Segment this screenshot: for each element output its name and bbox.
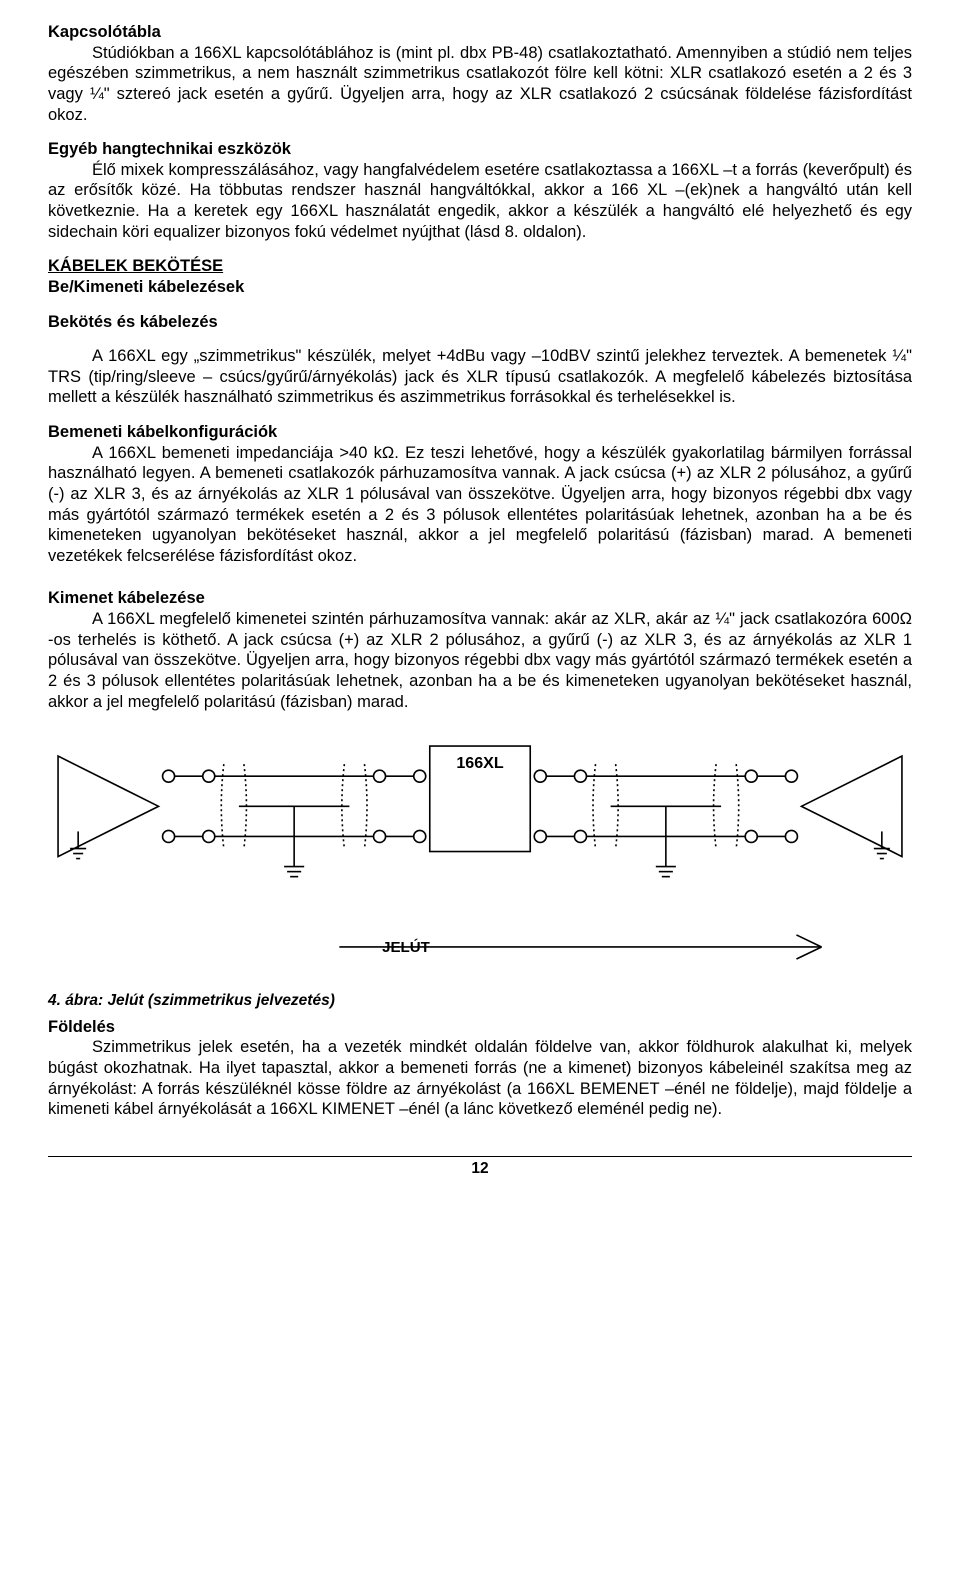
heading-kimenet: Kimenet kábelezése bbox=[48, 588, 912, 609]
footer-rule bbox=[48, 1156, 912, 1157]
heading-kabelek-bekotese: KÁBELEK BEKÖTÉSE bbox=[48, 256, 912, 277]
figure-signal-path: 166XL JELÚT 4. ábra: Jelút (szimmetrikus… bbox=[48, 736, 912, 1011]
spacer bbox=[48, 298, 912, 312]
para-bekotes: A 166XL egy „szimmetrikus" készülék, mel… bbox=[48, 346, 912, 408]
heading-kapcsolotabla: Kapcsolótábla bbox=[48, 22, 912, 43]
para-bemeneti-konfig: A 166XL bemeneti impedanciája >40 kΩ. Ez… bbox=[48, 443, 912, 567]
section-kapcsolotabla: Kapcsolótábla Stúdiókban a 166XL kapcsol… bbox=[48, 22, 912, 125]
figure-caption: 4. ábra: Jelút (szimmetrikus jelvezetés) bbox=[48, 991, 912, 1010]
section-kimenet: Kimenet kábelezése A 166XL megfelelő kim… bbox=[48, 588, 912, 712]
heading-bekotes: Bekötés és kábelezés bbox=[48, 312, 912, 333]
heading-bemeneti-konfig: Bemeneti kábelkonfigurációk bbox=[48, 422, 912, 443]
section-egyeb: Egyéb hangtechnikai eszközök Élő mixek k… bbox=[48, 139, 912, 242]
para-kimenet: A 166XL megfelelő kimenetei szintén párh… bbox=[48, 609, 912, 712]
section-bemeneti-konfig: Bemeneti kábelkonfigurációk A 166XL beme… bbox=[48, 422, 912, 566]
heading-foldeles: Földelés bbox=[48, 1017, 912, 1038]
para-foldeles: Szimmetrikus jelek esetén, ha a vezeték … bbox=[48, 1037, 912, 1120]
diagram-svg: 166XL JELÚT bbox=[48, 736, 912, 987]
section-foldeles: Földelés Szimmetrikus jelek esetén, ha a… bbox=[48, 1017, 912, 1120]
section-bekotes: Bekötés és kábelezés A 166XL egy „szimme… bbox=[48, 312, 912, 409]
heading-be-kimeneti: Be/Kimeneti kábelezések bbox=[48, 277, 912, 298]
para-egyeb: Élő mixek kompresszálásához, vagy hangfa… bbox=[48, 160, 912, 243]
para-kapcsolotabla: Stúdiókban a 166XL kapcsolótáblához is (… bbox=[48, 43, 912, 126]
page-number: 12 bbox=[48, 1159, 912, 1178]
diagram-path-label: JELÚT bbox=[382, 938, 430, 956]
section-kabelek: KÁBELEK BEKÖTÉSE Be/Kimeneti kábelezések bbox=[48, 256, 912, 297]
spacer bbox=[48, 332, 912, 346]
diagram-box-label: 166XL bbox=[456, 754, 504, 772]
heading-egyeb: Egyéb hangtechnikai eszközök bbox=[48, 139, 912, 160]
